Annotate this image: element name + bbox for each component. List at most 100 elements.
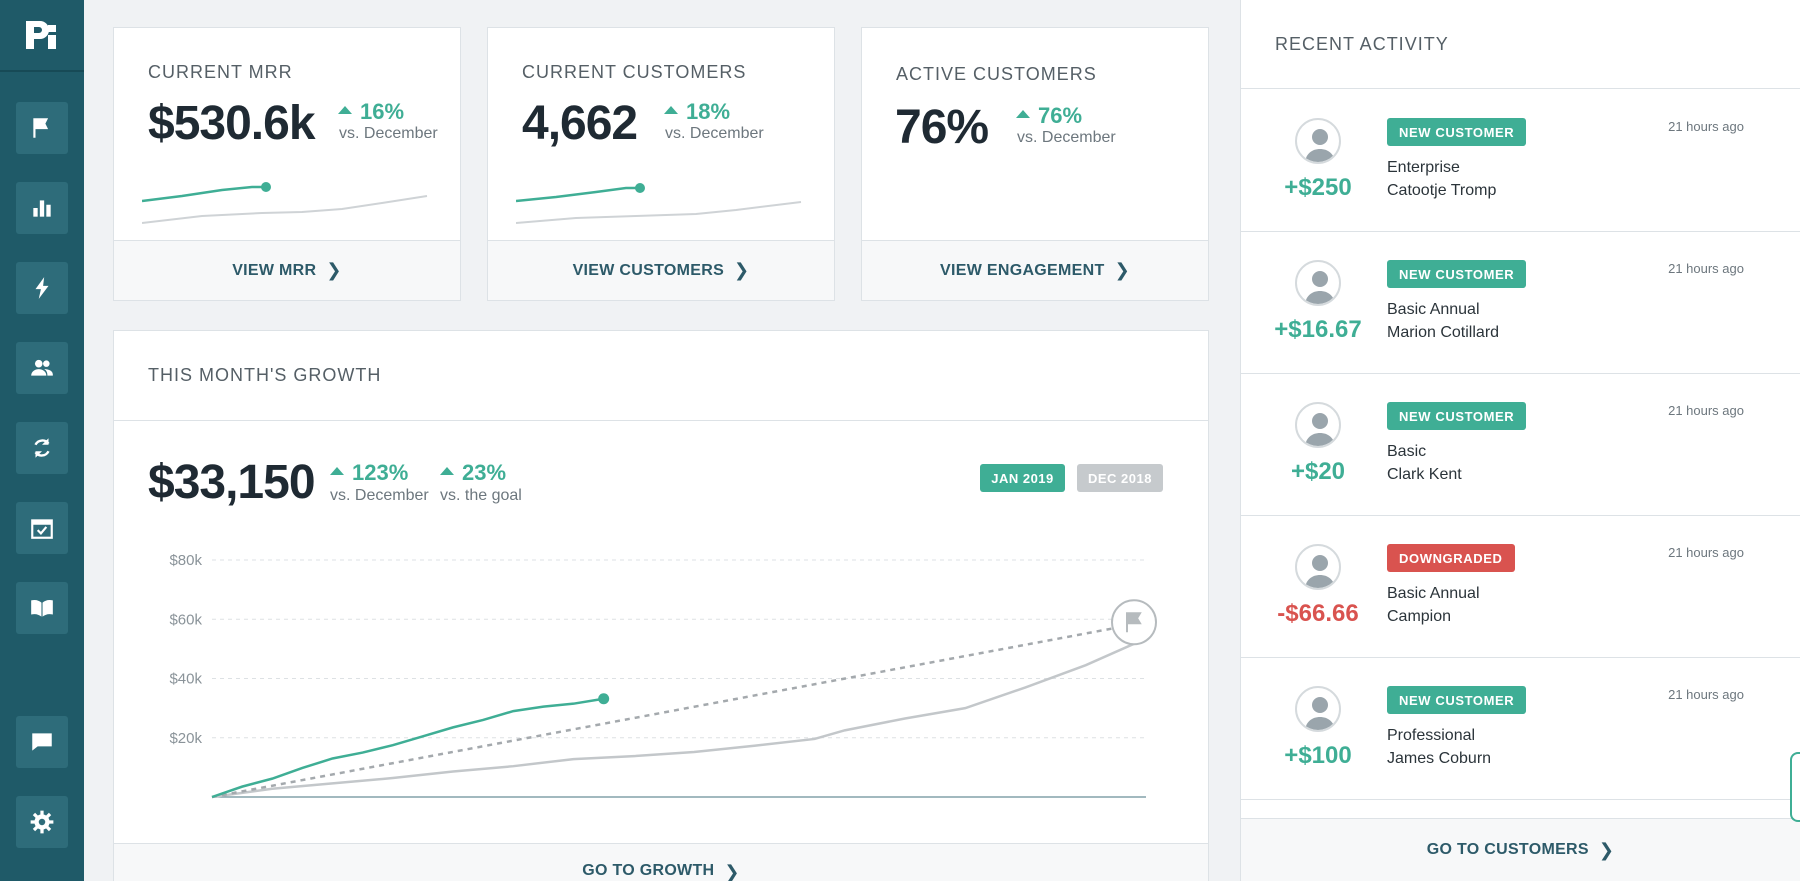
metric-delta: 18% [664, 99, 730, 125]
logo[interactable] [0, 0, 84, 72]
logo-icon [26, 21, 56, 49]
period-current-toggle[interactable]: JAN 2019 [980, 464, 1065, 492]
activity-plan: Basic Annual [1387, 585, 1480, 602]
up-triangle-icon [330, 467, 344, 476]
growth-title: THIS MONTH'S GROWTH [148, 365, 382, 385]
activity-plan: Basic [1387, 443, 1427, 460]
metric-value: $530.6k [148, 97, 316, 150]
growth-delta-goal-sub: vs. the goal [440, 487, 522, 504]
activity-plan: Professional [1387, 727, 1476, 744]
activity-time: 21 hours ago [1668, 687, 1744, 702]
sidebar [0, 0, 84, 881]
customers-sparkline [516, 183, 802, 224]
gear-icon [30, 810, 54, 834]
growth-delta-month-sub: vs. December [330, 487, 429, 504]
user-icon [1305, 129, 1335, 162]
activity-item[interactable]: +$20 NEW CUSTOMER Basic Clark Kent 21 hours … [1241, 374, 1800, 516]
activity-customer[interactable]: Marion Cotillard [1387, 324, 1500, 341]
growth-chart: $80k $60k $40k $20k [169, 552, 1157, 799]
activity-amount: +$250 [1284, 174, 1352, 201]
period-previous-toggle[interactable]: DEC 2018 [1077, 464, 1163, 492]
nav-tasks[interactable] [16, 502, 68, 554]
recent-activity-panel: RECENT ACTIVITY +$250 NEW CUSTOMER Enterpr… [1240, 0, 1800, 881]
activity-customer[interactable]: Clark Kent [1387, 466, 1462, 483]
metric-value: 4,662 [522, 97, 638, 150]
growth-value: $33,150 [148, 456, 316, 509]
metric-card-mrr: CURRENT MRR $530.6k 16% vs. December VIE… [113, 27, 461, 301]
activity-plan: Enterprise [1387, 159, 1460, 176]
goal-line [211, 620, 1147, 799]
nav-goals[interactable] [16, 102, 68, 154]
users-icon [31, 359, 53, 376]
series-line-dec-2018 [211, 637, 1147, 799]
avatar [1295, 118, 1341, 164]
flag-icon [1126, 612, 1142, 633]
chevron-right-icon: ❯ [734, 260, 750, 280]
nav-growth[interactable] [16, 262, 68, 314]
refresh-icon [34, 438, 50, 458]
activity-item[interactable]: +$250 NEW CUSTOMER Enterprise Catootje Trom… [1241, 90, 1800, 232]
calendar-check-icon [31, 519, 53, 539]
user-icon [1305, 697, 1335, 730]
up-triangle-icon [338, 106, 352, 115]
view-customers-button[interactable]: VIEW CUSTOMERS ❯ [488, 240, 834, 300]
activity-amount: +$16.67 [1274, 316, 1362, 343]
nav-docs[interactable] [16, 582, 68, 634]
nav-chat[interactable] [16, 716, 68, 768]
nav-settings[interactable] [16, 796, 68, 848]
book-icon [31, 599, 53, 617]
activity-customer[interactable]: Catootje Tromp [1387, 182, 1497, 199]
growth-card: THIS MONTH'S GROWTH $33,150 123% vs. Dec… [113, 330, 1209, 881]
view-mrr-label: VIEW MRR [232, 261, 317, 279]
bar-chart-icon [33, 200, 51, 217]
activity-customer[interactable]: James Coburn [1387, 750, 1492, 767]
chat-icon [32, 733, 52, 751]
avatar [1295, 402, 1341, 448]
avatar [1295, 544, 1341, 590]
go-to-customers-button[interactable]: GO TO CUSTOMERS ❯ [1241, 818, 1800, 881]
metric-delta-sub: vs. December [339, 125, 438, 142]
activity-item[interactable]: +$100 NEW CUSTOMER Professional James Cobur… [1241, 658, 1800, 800]
metric-delta: 76% [1016, 103, 1082, 129]
metric-card-active: ACTIVE CUSTOMERS 76% 76% vs. December VI… [861, 27, 1209, 301]
growth-delta-month-value: 123% [352, 460, 409, 485]
activity-time: 21 hours ago [1668, 261, 1744, 276]
view-mrr-button[interactable]: VIEW MRR ❯ [114, 240, 460, 300]
activity-title: RECENT ACTIVITY [1275, 34, 1449, 54]
activity-time: 21 hours ago [1668, 545, 1744, 560]
activity-amount: +$100 [1284, 742, 1352, 769]
activity-amount: -$66.66 [1277, 600, 1359, 627]
chevron-right-icon: ❯ [1598, 839, 1615, 860]
status-badge: NEW CUSTOMER [1387, 118, 1527, 146]
mrr-sparkline [142, 182, 428, 224]
nav-metrics[interactable] [16, 182, 68, 234]
activity-item[interactable]: +$16.67 NEW CUSTOMER Basic Annual Marion Co… [1241, 232, 1800, 374]
avatar [1295, 260, 1341, 306]
nav-retention[interactable] [16, 422, 68, 474]
activity-customer[interactable]: Campion [1387, 608, 1452, 625]
status-badge: NEW CUSTOMER [1387, 260, 1527, 288]
metric-title: CURRENT CUSTOMERS [522, 62, 747, 82]
nav-customers[interactable] [16, 342, 68, 394]
metric-title: CURRENT MRR [148, 62, 293, 82]
flag-icon [33, 118, 49, 138]
view-engagement-label: VIEW ENGAGEMENT [940, 261, 1105, 279]
growth-header: THIS MONTH'S GROWTH [114, 331, 1208, 421]
growth-delta-goal: 23% [440, 460, 506, 486]
metric-delta-sub: vs. December [665, 125, 764, 142]
activity-item[interactable]: -$66.66 DOWNGRADED Basic Annual Campion 21 h… [1241, 516, 1800, 658]
status-badge: DOWNGRADED [1387, 544, 1515, 572]
feedback-tab[interactable] [1790, 752, 1800, 822]
metric-delta: 16% [338, 99, 404, 125]
go-to-growth-label: GO TO GROWTH [582, 862, 715, 879]
view-customers-label: VIEW CUSTOMERS [572, 261, 725, 279]
series-line-jan-2019 [211, 697, 604, 799]
user-icon [1305, 413, 1335, 446]
activity-time: 21 hours ago [1668, 403, 1744, 418]
view-engagement-button[interactable]: VIEW ENGAGEMENT ❯ [862, 240, 1208, 300]
go-to-growth-button[interactable]: GO TO GROWTH ❯ [114, 843, 1208, 881]
metric-delta-value: 16% [360, 99, 405, 124]
activity-header: RECENT ACTIVITY [1241, 0, 1800, 89]
activity-time: 21 hours ago [1668, 119, 1744, 134]
